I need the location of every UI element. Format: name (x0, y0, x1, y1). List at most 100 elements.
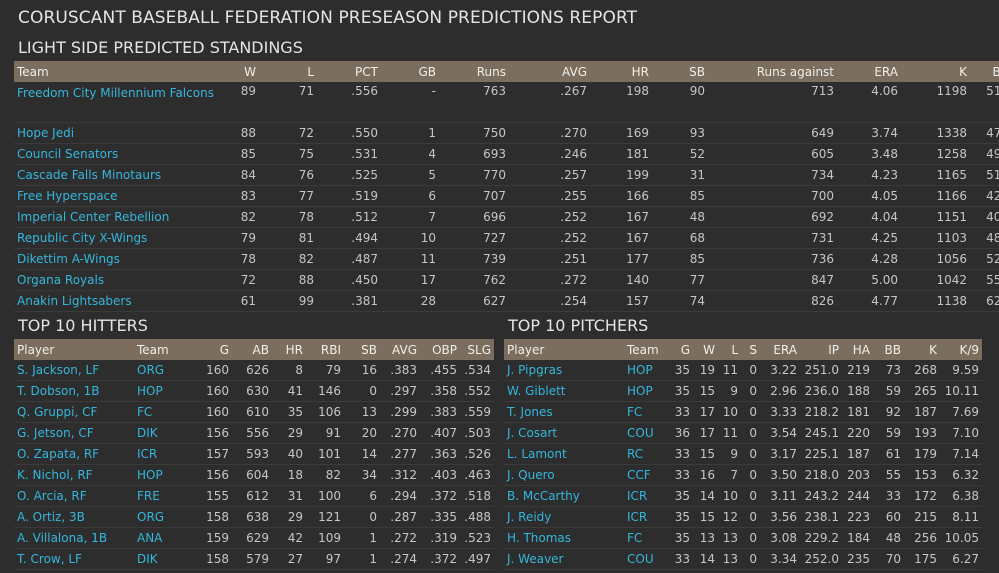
standings-team-link[interactable]: Hope Jedi (14, 122, 224, 144)
hitters-player-link[interactable]: T. Dobson, 1B (14, 380, 134, 402)
hitters-player-link[interactable]: T. Crow, LF (14, 548, 134, 570)
standings-header-avg[interactable]: AVG (509, 61, 590, 82)
hitters-slg-cell: .463 (460, 464, 494, 486)
hitters-team-link[interactable]: HOP (134, 464, 190, 486)
pitchers-k-per-9-cell: 6.27 (940, 548, 982, 570)
standings-team-link[interactable]: Organa Royals (14, 269, 224, 291)
pitchers-player-link[interactable]: T. Jones (504, 401, 624, 423)
pitchers-bb-cell: 59 (873, 380, 904, 402)
standings-row: Dikettim A-Wings 78 82.487 11 739.251 177 85 73… (14, 248, 999, 270)
hitters-player-link[interactable]: A. Ortiz, 3B (14, 506, 134, 528)
pitchers-team-link[interactable]: COU (624, 422, 668, 444)
standings-header-pct[interactable]: PCT (317, 61, 381, 82)
hitters-team-link[interactable]: DIK (134, 422, 190, 444)
pitchers-player-link[interactable]: J. Quero (504, 464, 624, 486)
hitters-header-team[interactable]: Team (134, 339, 190, 360)
standings-header-era[interactable]: ERA (837, 61, 901, 82)
pitchers-header-k-per-9[interactable]: K/9 (940, 339, 982, 360)
hitters-header-rbi[interactable]: RBI (306, 339, 344, 360)
pitchers-header-l[interactable]: L (718, 339, 741, 360)
standings-team-link[interactable]: Freedom City Millennium Falcons (14, 82, 224, 123)
pitchers-player-link[interactable]: H. Thomas (504, 527, 624, 549)
standings-team-link[interactable]: Cascade Falls Minotaurs (14, 164, 224, 186)
pitchers-header-s[interactable]: S (741, 339, 760, 360)
standings-header-hr[interactable]: HR (590, 61, 652, 82)
standings-team-link[interactable]: Imperial Center Rebellion (14, 206, 224, 228)
hitters-header-obp[interactable]: OBP (420, 339, 460, 360)
pitchers-player-link[interactable]: J. Reidy (504, 506, 624, 528)
standings-header-bb[interactable]: BB (970, 61, 999, 82)
pitchers-player-link[interactable]: J. Cosart (504, 422, 624, 444)
pitchers-player-link[interactable]: W. Giblett (504, 380, 624, 402)
standings-team-link[interactable]: Free Hyperspace (14, 185, 224, 207)
pitchers-header-g[interactable]: G (668, 339, 693, 360)
hitters-team-link[interactable]: ANA (134, 527, 190, 549)
hitters-player-link[interactable]: Q. Gruppi, CF (14, 401, 134, 423)
hitters-player-link[interactable]: O. Zapata, RF (14, 443, 134, 465)
hitters-team-link[interactable]: DIK (134, 548, 190, 570)
standings-runs-cell: 763 (439, 82, 509, 123)
standings-team-link[interactable]: Dikettim A-Wings (14, 248, 224, 270)
pitchers-player-link[interactable]: J. Weaver (504, 548, 624, 570)
pitchers-team-link[interactable]: RC (624, 443, 668, 465)
pitchers-header-ip[interactable]: IP (800, 339, 842, 360)
hitters-header-sb[interactable]: SB (344, 339, 380, 360)
pitchers-header-ha[interactable]: HA (842, 339, 873, 360)
standings-header-k[interactable]: K (901, 61, 970, 82)
pitchers-header-team[interactable]: Team (624, 339, 668, 360)
pitchers-header-era[interactable]: ERA (760, 339, 800, 360)
pitchers-team-link[interactable]: HOP (624, 380, 668, 402)
pitchers-g-cell: 35 (668, 506, 693, 528)
standings-header-runs[interactable]: Runs (439, 61, 509, 82)
standings-w-cell: 85 (224, 143, 259, 165)
hitters-team-link[interactable]: HOP (134, 380, 190, 402)
standings-k-cell: 1338 (901, 122, 970, 144)
hitters-header-player[interactable]: Player (14, 339, 134, 360)
pitchers-header-k[interactable]: K (904, 339, 940, 360)
standings-header-l[interactable]: L (259, 61, 317, 82)
pitchers-player-link[interactable]: L. Lamont (504, 443, 624, 465)
pitchers-team-link[interactable]: ICR (624, 485, 668, 507)
hitters-team-link[interactable]: FRE (134, 485, 190, 507)
standings-header-gb[interactable]: GB (381, 61, 439, 82)
pitchers-team-link[interactable]: FC (624, 401, 668, 423)
hitters-header-hr[interactable]: HR (272, 339, 306, 360)
hitters-player-link[interactable]: O. Arcia, RF (14, 485, 134, 507)
pitchers-team-link[interactable]: FC (624, 527, 668, 549)
hitters-header-avg[interactable]: AVG (380, 339, 420, 360)
pitchers-player-link[interactable]: B. McCarthy (504, 485, 624, 507)
hitters-player-link[interactable]: K. Nichol, RF (14, 464, 134, 486)
hitters-header-slg[interactable]: SLG (460, 339, 494, 360)
standings-header-sb[interactable]: SB (652, 61, 708, 82)
hitters-team-link[interactable]: ORG (134, 506, 190, 528)
hitters-player-link[interactable]: S. Jackson, LF (14, 360, 134, 381)
pitchers-team-link[interactable]: HOP (624, 360, 668, 381)
pitchers-k-cell: 193 (904, 422, 940, 444)
hitters-player-link[interactable]: G. Jetson, CF (14, 422, 134, 444)
standings-team-link[interactable]: Anakin Lightsabers (14, 290, 224, 312)
hitters-header-ab[interactable]: AB (232, 339, 272, 360)
pitchers-header-player[interactable]: Player (504, 339, 624, 360)
standings-header-w[interactable]: W (224, 61, 259, 82)
standings-team-link[interactable]: Republic City X-Wings (14, 227, 224, 249)
hitters-team-link[interactable]: ORG (134, 360, 190, 381)
pitchers-l-cell: 9 (718, 380, 741, 402)
standings-l-cell: 99 (259, 290, 317, 312)
hitters-header-g[interactable]: G (190, 339, 232, 360)
pitchers-header-bb[interactable]: BB (873, 339, 904, 360)
pitchers-header-w[interactable]: W (693, 339, 718, 360)
hitters-rbi-cell: 97 (306, 548, 344, 570)
hitters-player-link[interactable]: A. Villalona, 1B (14, 527, 134, 549)
hitters-hr-cell: 29 (272, 422, 306, 444)
pitchers-team-link[interactable]: COU (624, 548, 668, 570)
standings-header-runs-against[interactable]: Runs against (708, 61, 837, 82)
pitchers-player-link[interactable]: J. Pipgras (504, 360, 624, 381)
hitters-team-link[interactable]: FC (134, 401, 190, 423)
standings-header-team[interactable]: Team (14, 61, 224, 82)
pitchers-w-cell: 17 (693, 401, 718, 423)
hitters-team-link[interactable]: ICR (134, 443, 190, 465)
pitchers-team-link[interactable]: CCF (624, 464, 668, 486)
pitchers-bb-cell: 73 (873, 360, 904, 381)
pitchers-team-link[interactable]: ICR (624, 506, 668, 528)
standings-team-link[interactable]: Council Senators (14, 143, 224, 165)
